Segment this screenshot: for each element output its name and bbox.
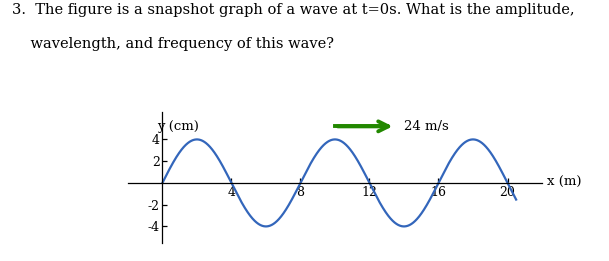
Text: 24 m/s: 24 m/s xyxy=(404,120,449,133)
Text: y (cm): y (cm) xyxy=(157,120,199,133)
Text: x (m): x (m) xyxy=(547,176,582,189)
Text: 3.  The figure is a snapshot graph of a wave at t=0s. What is the amplitude,: 3. The figure is a snapshot graph of a w… xyxy=(12,3,575,17)
Text: wavelength, and frequency of this wave?: wavelength, and frequency of this wave? xyxy=(12,37,334,51)
